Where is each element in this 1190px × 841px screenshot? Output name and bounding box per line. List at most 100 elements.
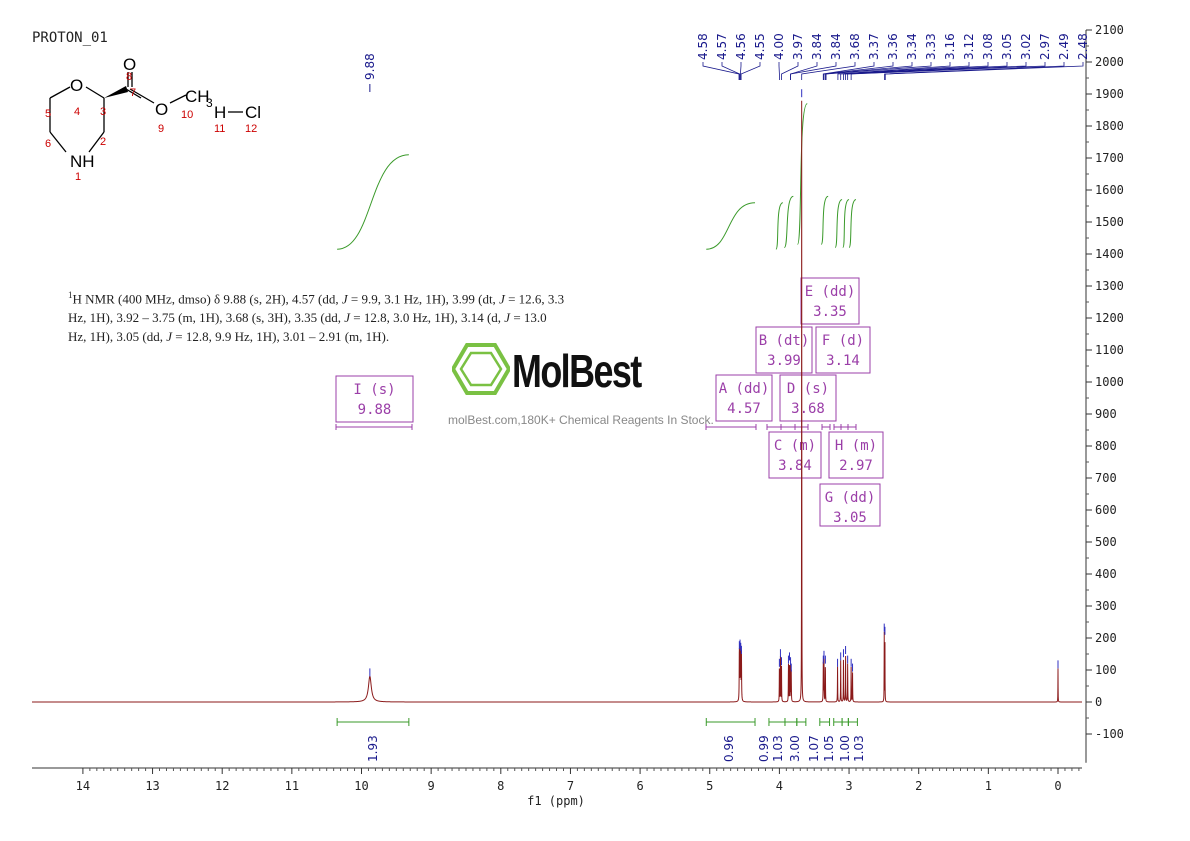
peak-label-connector: [702, 62, 740, 80]
atom-number: 11: [214, 123, 225, 135]
peak-tips: [369, 89, 1059, 677]
peak-label-connector: [843, 62, 989, 80]
peak-label: 3.12: [962, 33, 976, 60]
brand-name: MolBest: [512, 345, 642, 397]
x-tick-label: 13: [145, 779, 159, 793]
x-tick-label: 11: [285, 779, 299, 793]
atom-CH3: CH: [185, 87, 210, 106]
x-tick-label: 6: [636, 779, 643, 793]
atom-number: 2: [100, 136, 106, 148]
multiplet-type: D (s): [787, 381, 829, 397]
atom-number: 6: [45, 138, 51, 150]
peak-label: 3.68: [848, 33, 862, 60]
atom-O9: O: [155, 100, 168, 119]
x-tick-label: 5: [706, 779, 713, 793]
integral-curve: [783, 195, 794, 249]
multiplet-box: [715, 374, 773, 422]
multiplet-box: [828, 431, 884, 479]
peak-label-connector: [790, 62, 818, 80]
integral-value: 1.00: [838, 735, 852, 762]
multiplet-shift: 3.14: [826, 353, 860, 369]
atom-H11: H: [214, 103, 226, 122]
multiplet-box: [335, 375, 414, 423]
peak-label-connector: [845, 62, 1008, 80]
peak-label: 4.56: [734, 33, 748, 60]
integral-curve: [706, 202, 756, 250]
y-tick-label: 100: [1095, 663, 1117, 677]
peak-label-connector: [824, 62, 913, 80]
multiplet-type: B (dt): [759, 333, 810, 349]
peak-label: 3.34: [905, 33, 919, 60]
y-tick-label: 700: [1095, 471, 1117, 485]
multiplet-type: H (m): [835, 438, 877, 454]
multiplet-shift: 3.68: [791, 401, 825, 417]
integral-value: 1.93: [366, 735, 380, 762]
integral-curve: [775, 202, 784, 250]
x-tick-label: 7: [567, 779, 574, 793]
y-tick-label: 1200: [1095, 311, 1124, 325]
hexagon-logo-icon: [452, 343, 510, 395]
x-tick-label: 14: [76, 779, 90, 793]
peak-label-connector: [823, 62, 894, 80]
peak-label-connector: [822, 62, 875, 80]
integral-curve: [337, 154, 409, 250]
nmr-description: 1H NMR (400 MHz, dmso) δ 9.88 (s, 2H), 4…: [68, 290, 565, 345]
experiment-title: PROTON_01: [32, 30, 108, 46]
peak-label-connector: [740, 62, 761, 80]
peak-label: 4.00: [772, 33, 786, 60]
x-tick-label: 9: [428, 779, 435, 793]
y-tick-label: 1800: [1095, 119, 1124, 133]
y-tick-label: 1000: [1095, 375, 1124, 389]
superscript: 1: [68, 290, 73, 300]
multiplet-type: E (dd): [805, 284, 856, 300]
atom-number: 9: [158, 123, 164, 135]
peak-label: 3.36: [886, 33, 900, 60]
peak-label: 3.05: [1000, 33, 1014, 60]
integral-curve: [842, 199, 850, 249]
y-tick-label: 800: [1095, 439, 1117, 453]
integral-value: 0.99: [757, 735, 771, 762]
peak-label-connector: [884, 62, 1084, 80]
peak-label: 3.08: [981, 33, 995, 60]
atom-number: 8: [126, 71, 132, 83]
atom-NH: NH: [70, 152, 95, 171]
y-tick-label: 1700: [1095, 151, 1124, 165]
y-tick-label: 1300: [1095, 279, 1124, 293]
y-tick-label: 300: [1095, 599, 1117, 613]
peak-label: 4.58: [696, 33, 710, 60]
atom-number: 7: [130, 87, 136, 99]
x-tick-label: 2: [915, 779, 922, 793]
multiplet-type: G (dd): [825, 490, 876, 506]
y-tick-label: 2100: [1095, 23, 1124, 37]
multiplet-type: A (dd): [719, 381, 770, 397]
x-tick-label: 10: [354, 779, 368, 793]
x-tick-label: 0: [1054, 779, 1061, 793]
multiplet-type: C (m): [774, 438, 816, 454]
x-tick-label: 1: [985, 779, 992, 793]
y-tick-label: 1100: [1095, 343, 1124, 357]
peak-label: 3.97: [791, 33, 805, 60]
peak-label: 3.84: [829, 33, 843, 60]
multiplet-shift: 4.57: [727, 401, 761, 417]
multiplet-type: F (d): [822, 333, 864, 349]
multiplet-shift: 3.84: [778, 458, 812, 474]
peak-label: 3.84: [810, 33, 824, 60]
peak-label: 3.37: [867, 33, 881, 60]
integral-curve: [848, 199, 857, 249]
y-tick-label: 1500: [1095, 215, 1124, 229]
peak-label-connector: [781, 62, 799, 80]
peak-label: 9.88: [363, 53, 377, 80]
y-tick-label: 1400: [1095, 247, 1124, 261]
multiplet-box: [768, 431, 822, 479]
peak-label: 3.02: [1019, 33, 1033, 60]
atom-number: 3: [100, 106, 106, 118]
y-tick-label: 2000: [1095, 55, 1124, 69]
integral-value: 1.05: [822, 735, 836, 762]
multiplet-shift: 3.05: [833, 510, 867, 526]
multiplet-box: [779, 374, 837, 422]
peak-label: 4.57: [715, 33, 729, 60]
y-tick-label: 200: [1095, 631, 1117, 645]
peak-label: 3.33: [924, 33, 938, 60]
peak-label-connector: [847, 62, 1027, 80]
atom-O8: O: [123, 55, 136, 74]
